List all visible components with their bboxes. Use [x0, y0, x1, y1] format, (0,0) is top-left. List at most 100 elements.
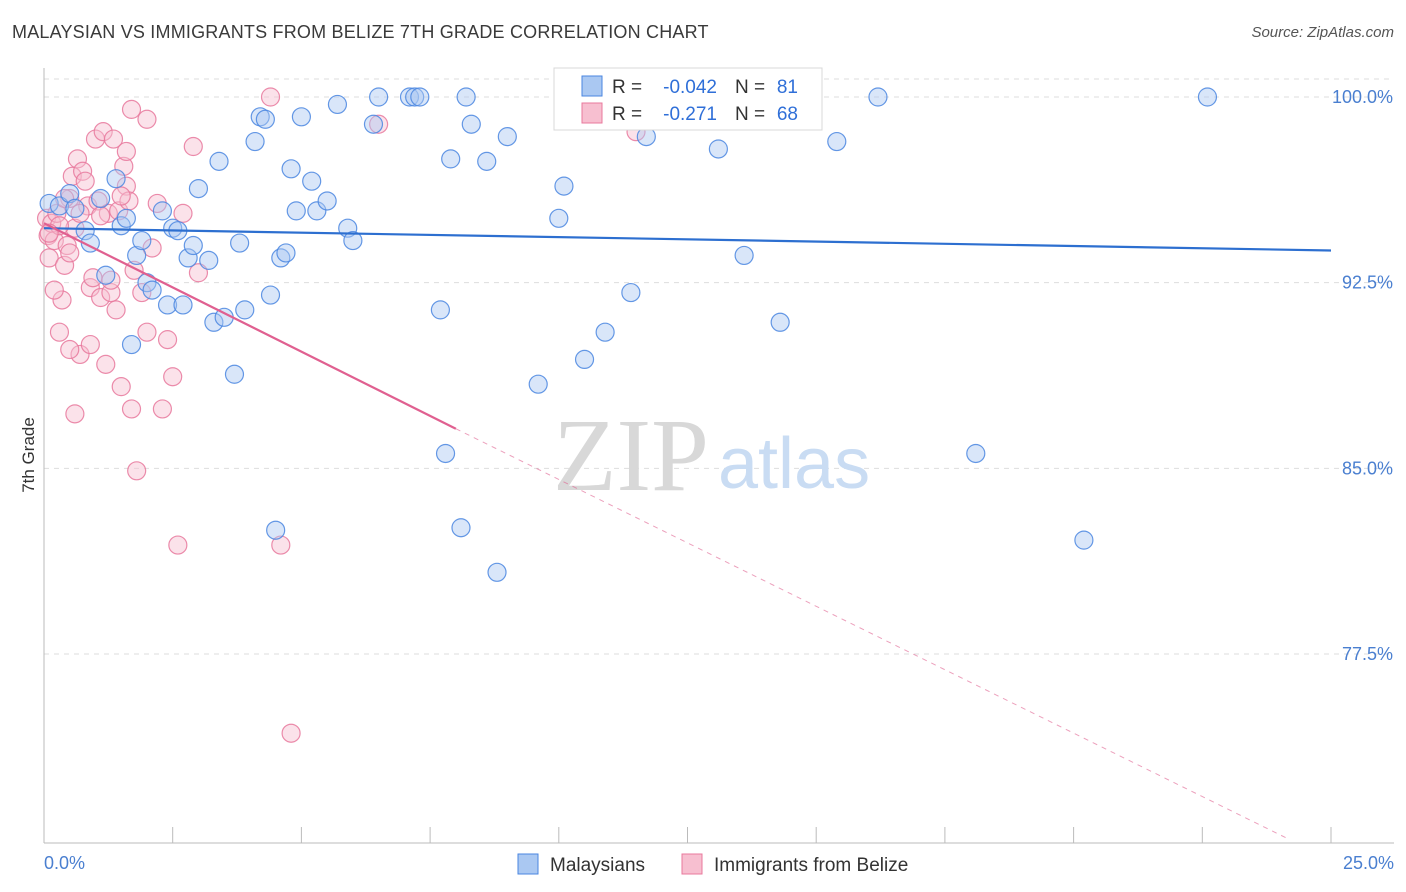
legend-item-belize-swatch: [681, 853, 703, 875]
malaysians-point-18: [163, 218, 183, 238]
trend-line-belize: [43, 222, 457, 430]
belize-point-41: [152, 399, 173, 419]
belize-point-46: [183, 136, 203, 157]
malaysians-point-72: [770, 312, 790, 332]
watermark-atlas: atlas: [718, 424, 870, 504]
malaysians-point-65: [595, 322, 615, 342]
x-tick-label-max: 25.0%: [1343, 853, 1394, 873]
belize-point-34: [121, 399, 142, 419]
belize-point-43: [163, 367, 183, 387]
malaysians-point-32: [250, 107, 270, 127]
legend-swatch-pink: [581, 102, 603, 124]
belize-point-52: [91, 206, 111, 226]
belize-point-9: [57, 235, 77, 256]
malaysians-point-10: [116, 208, 136, 228]
belize-point-61: [60, 243, 80, 263]
malaysians-point-41: [302, 171, 322, 191]
malaysians-point-76: [1074, 530, 1094, 550]
belize-point-42: [157, 330, 178, 350]
legend-item-belize-label: Immigrants from Belize: [714, 855, 908, 876]
malaysians-point-2: [60, 183, 80, 204]
belize-point-39: [142, 238, 162, 258]
belize-point-54: [111, 186, 131, 206]
watermark: ZIP atlas: [553, 398, 870, 513]
legend-item-malaysians-swatch: [517, 853, 539, 875]
legend-r-value-2: -0.271: [663, 104, 717, 125]
malaysians-point-24: [199, 250, 219, 270]
malaysians-point-40: [291, 107, 311, 127]
malaysians-point-58: [477, 151, 497, 171]
legend-n-value-1: 81: [777, 77, 798, 98]
belize-point-38: [137, 322, 157, 342]
malaysians-point-12: [127, 245, 147, 266]
legend-r-label-2: R =: [612, 104, 642, 125]
malaysians-point-15: [142, 280, 162, 300]
belize-point-44: [168, 535, 188, 555]
series-belize-points: [36, 87, 646, 743]
malaysians-point-49: [399, 87, 420, 107]
belize-point-32: [116, 176, 136, 196]
legend-item-malaysians-label: Malaysians: [550, 855, 645, 876]
malaysians-point-50: [405, 87, 425, 107]
malaysians-point-51: [410, 87, 430, 107]
malaysians-point-64: [574, 349, 595, 370]
malaysians-point-60: [497, 127, 517, 147]
y-tick-label-2: 92.5%: [1342, 273, 1393, 293]
malaysians-point-8: [106, 169, 126, 189]
y-tick-labels: 77.5% 85.0% 92.5% 100.0%: [1332, 87, 1393, 664]
malaysians-point-25: [204, 312, 224, 332]
malaysians-point-39: [286, 201, 306, 221]
malaysians-point-30: [235, 300, 255, 320]
y-tick-label-0: 77.5%: [1342, 644, 1393, 664]
malaysians-point-47: [363, 114, 384, 134]
belize-point-50: [65, 404, 85, 424]
chart-title: MALAYSIAN VS IMMIGRANTS FROM BELIZE 7TH …: [12, 22, 709, 42]
belize-point-49: [60, 339, 80, 360]
malaysians-point-4: [75, 221, 95, 241]
belize-point-2: [39, 248, 59, 268]
malaysians-point-54: [441, 149, 461, 169]
legend-n-label-2: N =: [735, 104, 765, 125]
series-malaysians-points: [39, 87, 1218, 582]
belize-point-7: [52, 290, 72, 310]
malaysians-point-3: [65, 198, 85, 218]
belize-point-22: [91, 287, 111, 308]
malaysians-point-13: [132, 230, 152, 251]
malaysians-point-53: [435, 443, 456, 464]
malaysians-point-66: [621, 282, 641, 303]
belize-point-29: [109, 201, 129, 221]
belize-point-28: [106, 300, 126, 320]
malaysians-point-20: [173, 295, 193, 315]
trend-line-malaysians: [43, 227, 1332, 252]
malaysians-point-7: [96, 265, 116, 285]
x-tick-labels: 0.0% 25.0%: [44, 853, 1394, 873]
malaysians-point-48: [369, 87, 389, 107]
malaysians-point-11: [121, 334, 142, 355]
trend-line-belize-extrapolated: [455, 428, 1291, 841]
belize-point-10: [60, 188, 80, 209]
malaysians-point-43: [317, 191, 337, 211]
belize-point-24: [96, 354, 116, 374]
malaysians-point-37: [276, 243, 296, 263]
malaysians-point-34: [260, 285, 281, 305]
belize-point-48: [44, 280, 64, 300]
malaysians-point-31: [245, 131, 265, 152]
malaysians-point-70: [734, 245, 754, 266]
belize-point-64: [369, 114, 389, 134]
belize-point-27: [103, 129, 124, 149]
belize-point-30: [111, 377, 131, 397]
belize-point-51: [80, 334, 100, 355]
belize-point-62: [271, 535, 291, 555]
malaysians-point-77: [1197, 87, 1218, 107]
axes: [43, 68, 1394, 844]
malaysians-point-1: [49, 196, 70, 216]
belize-point-56: [116, 141, 136, 162]
chart-source: Source: ZipAtlas.com: [1251, 24, 1394, 41]
x-tick-label-min: 0.0%: [44, 853, 85, 873]
trend-lines: [43, 222, 1332, 841]
legend-n-value-2: 68: [777, 104, 798, 125]
malaysians-point-21: [178, 248, 198, 268]
malaysians-point-23: [188, 178, 209, 199]
malaysians-point-56: [456, 87, 476, 107]
